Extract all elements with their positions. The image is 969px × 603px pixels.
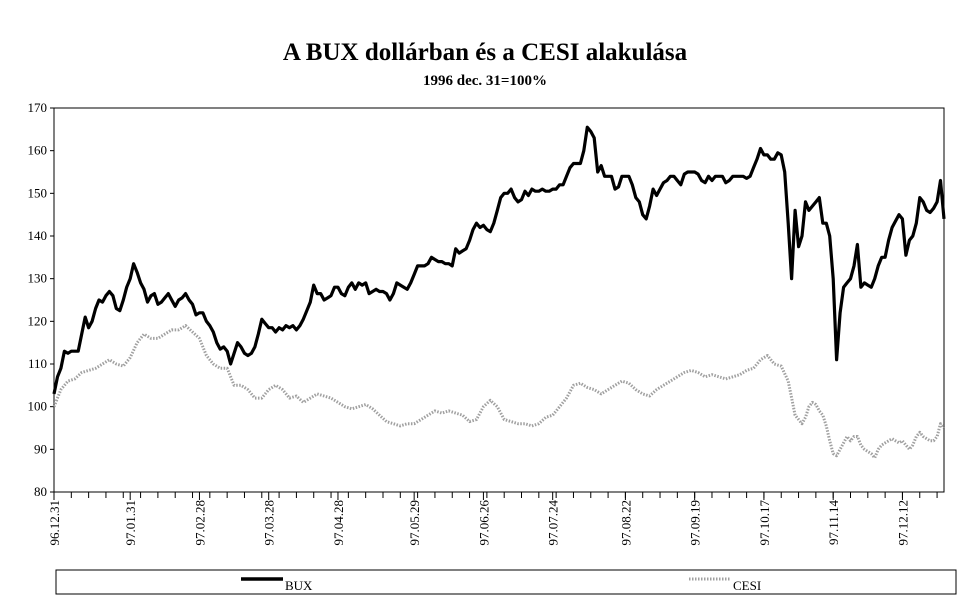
x-tick-label: 97.09.19 <box>688 500 703 546</box>
legend-label-bux: BUX <box>285 578 313 593</box>
y-axis: 80 90 100 110 120 130 140 150 160 170 <box>28 100 54 499</box>
x-tick-label: 97.10.17 <box>757 500 772 546</box>
y-tick-label: 140 <box>28 228 48 243</box>
chart-title: A BUX dollárban és a CESI alakulása <box>283 39 688 66</box>
y-tick-label: 80 <box>34 484 47 499</box>
x-tick-label: 97.11.14 <box>826 500 841 546</box>
x-tick-label: 97.05.29 <box>407 500 422 546</box>
chart-subtitle: 1996 dec. 31=100% <box>423 73 547 89</box>
legend: BUX CESI <box>55 569 957 595</box>
x-tick-label: 97.01.31 <box>123 500 138 546</box>
y-tick-label: 150 <box>28 185 48 200</box>
x-axis: 96.12.31 97.01.31 97.02.28 97.03.28 97.04.28… <box>47 492 938 546</box>
x-tick-label: 97.12.12 <box>895 500 910 546</box>
legend-box <box>55 569 957 595</box>
series-line-cesi <box>52 324 946 460</box>
series-layer <box>52 125 946 460</box>
x-tick-label: 97.02.28 <box>192 500 207 546</box>
x-tick-label: 97.08.22 <box>618 500 633 546</box>
x-tick-label: 97.03.28 <box>262 500 277 546</box>
x-tick-label: 97.06.26 <box>476 500 491 546</box>
x-tick-label: 96.12.31 <box>47 500 62 546</box>
x-tick-label: 97.04.28 <box>331 500 346 546</box>
legend-label-cesi: CESI <box>733 578 761 593</box>
y-tick-label: 160 <box>28 143 48 158</box>
y-tick-label: 100 <box>28 399 48 414</box>
y-tick-label: 90 <box>34 441 47 456</box>
y-tick-label: 130 <box>28 271 48 286</box>
series-line-bux <box>52 125 946 395</box>
plot-area <box>53 107 945 493</box>
x-tick-label: 97.07.24 <box>546 500 561 546</box>
y-tick-label: 170 <box>28 100 48 115</box>
y-tick-label: 120 <box>28 313 48 328</box>
y-tick-label: 110 <box>28 356 47 371</box>
